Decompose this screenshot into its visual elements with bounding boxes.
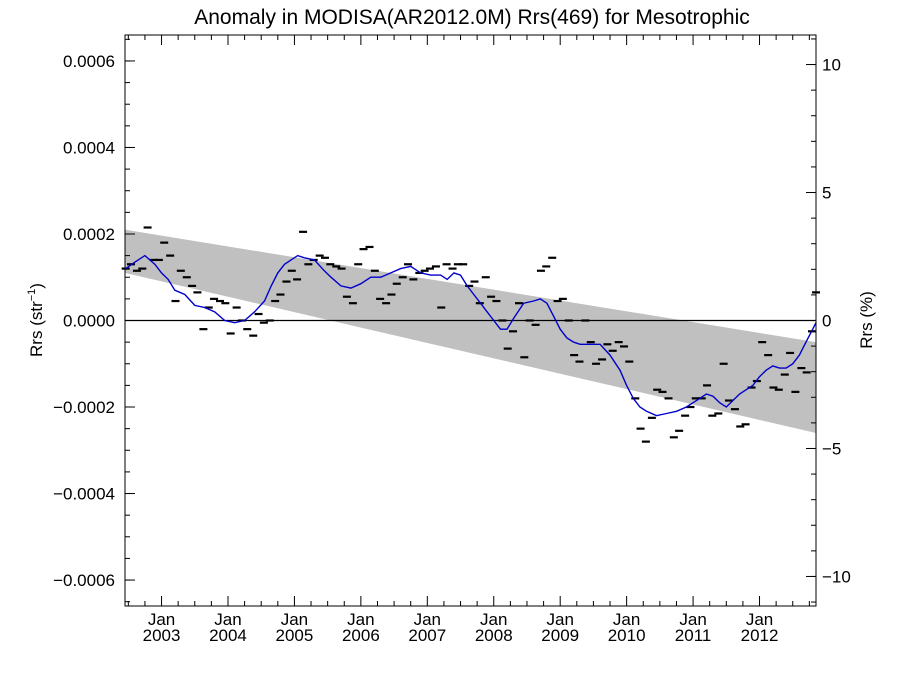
y-left-tick-label: 0.0006 [63,52,115,71]
y-right-tick-label: 5 [822,184,831,203]
x-tick-label-month: Jan [679,610,706,629]
x-tick-label-month: Jan [281,610,308,629]
y-right-tick-label: 10 [822,56,841,75]
x-tick-label-year: 2005 [276,626,314,645]
x-tick-label-month: Jan [214,610,241,629]
x-tick-label-month: Jan [546,610,573,629]
y-left-tick-label: 0.0004 [63,138,115,157]
x-tick-label-year: 2012 [741,626,779,645]
x-tick-label-month: Jan [148,610,175,629]
y-axis-label-right: Rrs (%) [857,291,876,349]
y-right-tick-label: −5 [822,439,841,458]
y-left-tick-label: −0.0006 [53,571,115,590]
x-tick-label-year: 2006 [342,626,380,645]
smoothed-anomaly-line [125,254,817,417]
x-tick-label-month: Jan [414,610,441,629]
y-left-tick-label: 0.0002 [63,225,115,244]
x-tick-label-year: 2010 [608,626,646,645]
x-tick-label-year: 2009 [541,626,579,645]
y-right-tick-label: 0 [822,312,831,331]
x-tick-label-month: Jan [347,610,374,629]
y-axis-label-left: Rrs (str−1) [26,283,46,357]
x-tick-label-year: 2011 [675,626,712,645]
plot-area: 0.0006 0.0004 0.0002 0.0000 −0.0002 −0.0004 −0… [53,34,851,645]
x-tick-label-month: Jan [746,610,773,629]
chart-title: Anomaly in MODISA(AR2012.0M) Rrs(469) fo… [194,6,750,29]
trend-band [125,229,816,433]
y-left-tick-label: 0.0000 [63,312,115,331]
x-tick-label-year: 2004 [209,626,247,645]
y-right-tick-label: −10 [822,567,851,586]
x-tick-label-year: 2003 [143,626,181,645]
x-tick-label-month: Jan [613,610,640,629]
y-left-tick-label: −0.0004 [53,485,115,504]
x-tick-label-month: Jan [480,610,507,629]
x-tick-label-year: 2007 [408,626,446,645]
x-tick-label-year: 2008 [475,626,513,645]
y-left-tick-label: −0.0002 [53,398,115,417]
